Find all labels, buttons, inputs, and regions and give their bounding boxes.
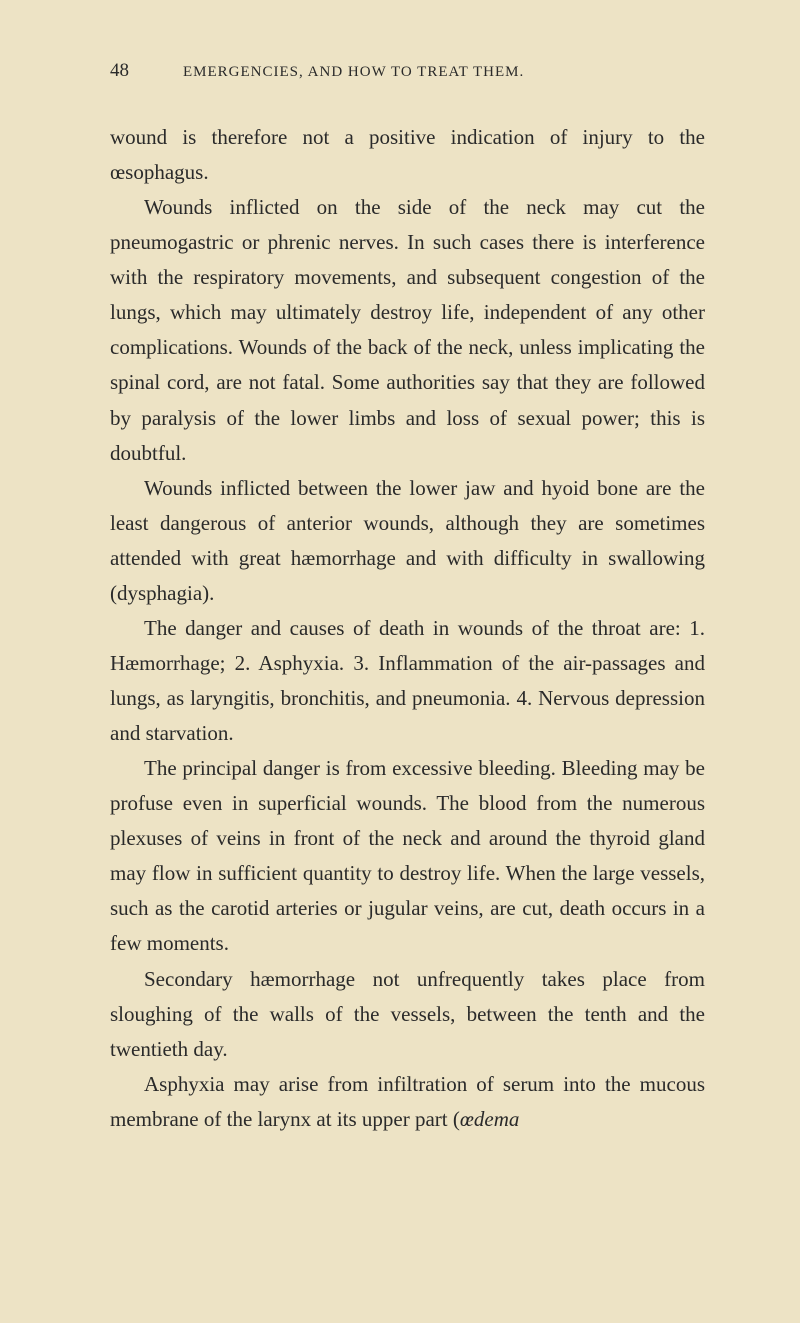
page-number: 48 xyxy=(110,60,129,82)
paragraph-4: The danger and causes of death in wounds… xyxy=(110,611,705,751)
paragraph-2: Wounds inflicted on the side of the neck… xyxy=(110,190,705,471)
paragraph-7-italic: œdema xyxy=(460,1107,520,1131)
paragraph-7: Asphyxia may arise from infiltration of … xyxy=(110,1067,705,1137)
paragraph-7-text: Asphyxia may arise from infiltration of … xyxy=(110,1072,705,1131)
paragraph-3: Wounds inflicted between the lower jaw a… xyxy=(110,471,705,611)
paragraph-1: wound is therefore not a positive indica… xyxy=(110,120,705,190)
paragraph-5: The principal danger is from excessive b… xyxy=(110,751,705,961)
body-text: wound is therefore not a positive indica… xyxy=(110,120,705,1137)
header-title: EMERGENCIES, AND HOW TO TREAT THEM. xyxy=(183,64,524,81)
paragraph-6: Secondary hæmorrhage not unfrequently ta… xyxy=(110,962,705,1067)
page-header: 48 EMERGENCIES, AND HOW TO TREAT THEM. xyxy=(110,60,705,82)
